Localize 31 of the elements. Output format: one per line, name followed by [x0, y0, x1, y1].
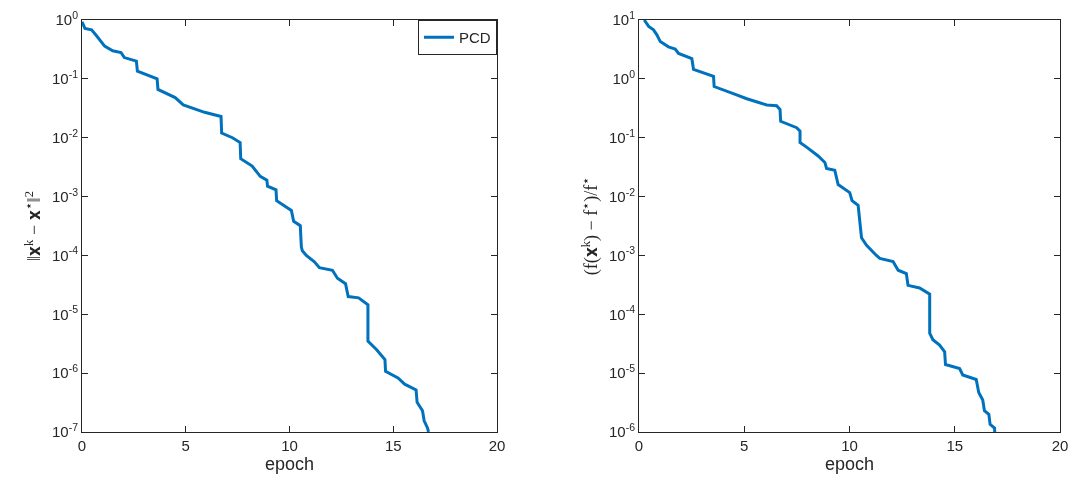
y-tick-label: 10$^{-1}$	[608, 126, 636, 146]
x-tick-label: 0	[634, 437, 644, 454]
x-axis-title: epoch	[264, 454, 315, 474]
x-tick-label: 5	[181, 437, 190, 454]
x-tick-label: 10	[281, 437, 298, 454]
x-tick-label: 10	[841, 437, 858, 454]
y-tick-label: 10$^{0}$	[612, 67, 636, 88]
x-tick-label: 5	[740, 437, 749, 454]
x-axis-title: epoch	[824, 454, 875, 474]
y-tick-label: 10$^{-6}$	[608, 420, 636, 441]
y-tick-label: 10$^{-2}$	[608, 185, 636, 205]
x-tick-label: 15	[946, 437, 964, 454]
legend-label: PCD	[459, 29, 491, 47]
y-tick-label: 10$^{-3}$	[51, 185, 79, 205]
x-tick-label: 0	[77, 437, 87, 454]
y-tick-label: 10$^{-4}$	[608, 303, 636, 323]
line-series	[642, 20, 997, 432]
y-tick-label: 10$^{-1}$	[51, 67, 79, 88]
x-tick-label: 15	[384, 437, 402, 454]
y-tick-label: 10$^{-5}$	[608, 362, 636, 382]
line-series	[82, 20, 431, 432]
y-tick-label: 10$^{-6}$	[51, 362, 79, 382]
y-tick-label: 10$^{-2}$	[51, 126, 79, 146]
x-tick-label: 20	[488, 437, 506, 454]
y-tick-label: 10$^{-5}$	[51, 303, 79, 323]
y-tick-label: 10$^{1}$	[612, 8, 636, 29]
y-tick-label: 10$^{-4}$	[51, 244, 79, 264]
x-tick-label: 20	[1051, 437, 1069, 454]
y-tick-label: 10$^{-3}$	[608, 244, 636, 264]
y-tick-label: 10$^{0}$	[55, 8, 79, 29]
y-tick-label: 10$^{-7}$	[51, 420, 79, 441]
